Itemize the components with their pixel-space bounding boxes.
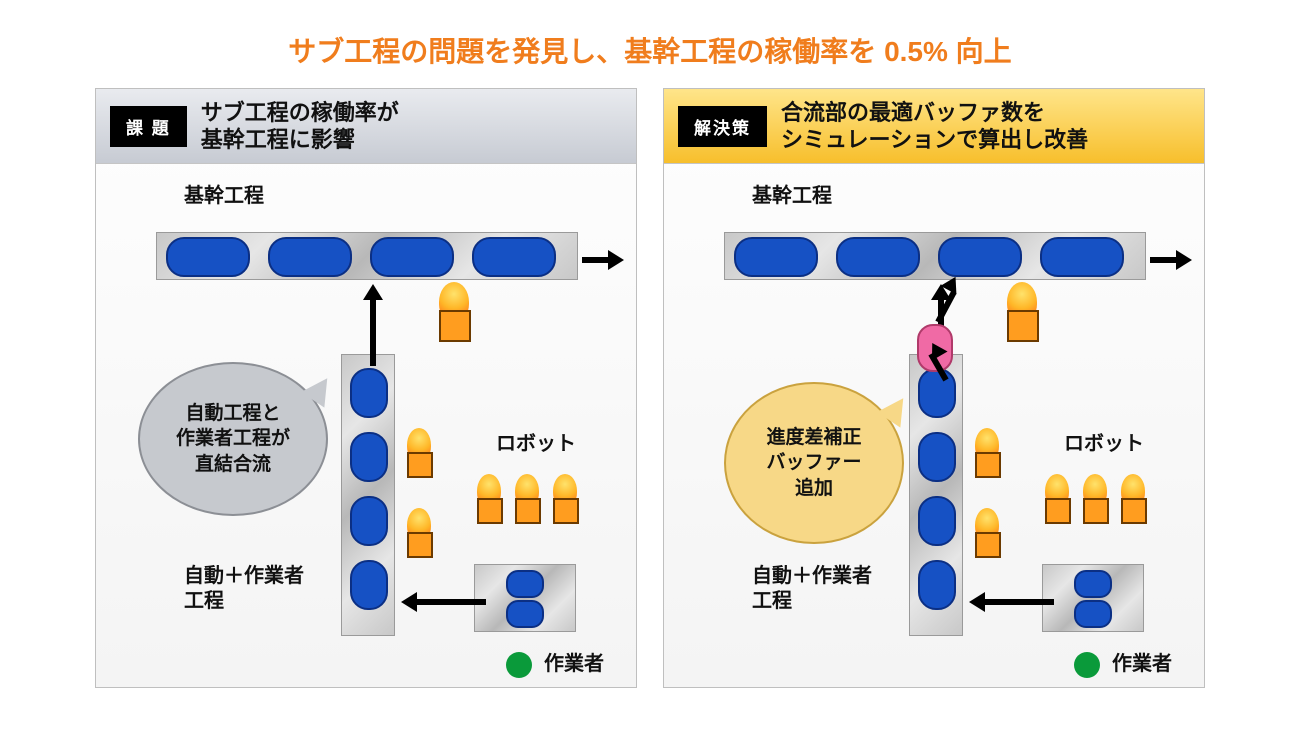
diagram-solution: 基幹工程ロボット自動＋作業者 工程作業者 進度差補正 バッファー 追加 bbox=[664, 164, 1204, 690]
arrow-icon bbox=[969, 592, 1054, 612]
process-pill bbox=[370, 237, 454, 277]
process-pill bbox=[350, 560, 388, 610]
robot-icon bbox=[404, 516, 434, 558]
process-pill bbox=[472, 237, 556, 277]
callout-solution: 進度差補正 バッファー 追加 bbox=[724, 382, 904, 544]
arrow-icon bbox=[401, 592, 486, 612]
robot-icon bbox=[512, 482, 542, 524]
process-pill bbox=[506, 570, 544, 598]
diagram-label: 作業者 bbox=[544, 652, 604, 677]
diagram-label: 自動＋作業者 工程 bbox=[184, 564, 304, 614]
robot-icon bbox=[972, 436, 1002, 478]
process-pill bbox=[1074, 570, 1112, 598]
panel-solution: 解決策 合流部の最適バッファ数を シミュレーションで算出し改善 基幹工程ロボット… bbox=[663, 88, 1205, 688]
process-pill bbox=[938, 237, 1022, 277]
process-pill bbox=[268, 237, 352, 277]
robot-icon bbox=[1080, 482, 1110, 524]
page-title: サブ工程の問題を発見し、基幹工程の稼働率を 0.5% 向上 bbox=[80, 30, 1220, 70]
robot-icon bbox=[436, 292, 472, 342]
process-pill bbox=[918, 496, 956, 546]
process-pill bbox=[506, 600, 544, 628]
arrow-icon bbox=[582, 250, 624, 270]
diagram-label: 作業者 bbox=[1112, 652, 1172, 677]
callout-problem: 自動工程と 作業者工程が 直結合流 bbox=[138, 362, 328, 516]
process-pill bbox=[918, 560, 956, 610]
worker-icon bbox=[506, 652, 532, 678]
process-pill bbox=[1040, 237, 1124, 277]
diagram-label: 自動＋作業者 工程 bbox=[752, 564, 872, 614]
process-pill bbox=[836, 237, 920, 277]
panel-solution-headline: 合流部の最適バッファ数を シミュレーションで算出し改善 bbox=[781, 99, 1088, 154]
badge-problem: 課 題 bbox=[110, 106, 187, 147]
process-pill bbox=[918, 368, 956, 418]
diagram-label: ロボット bbox=[496, 432, 576, 457]
robot-icon bbox=[1004, 292, 1040, 342]
robot-icon bbox=[972, 516, 1002, 558]
arrow-icon bbox=[363, 284, 383, 366]
panel-problem: 課 題 サブ工程の稼働率が 基幹工程に影響 基幹工程ロボット自動＋作業者 工程作… bbox=[95, 88, 637, 688]
process-pill bbox=[166, 237, 250, 277]
process-pill bbox=[734, 237, 818, 277]
process-pill bbox=[350, 368, 388, 418]
process-pill bbox=[350, 496, 388, 546]
diagram-label: 基幹工程 bbox=[752, 184, 832, 209]
arrow-icon bbox=[1150, 250, 1192, 270]
panel-solution-header: 解決策 合流部の最適バッファ数を シミュレーションで算出し改善 bbox=[664, 89, 1204, 164]
process-pill bbox=[1074, 600, 1112, 628]
process-pill bbox=[350, 432, 388, 482]
robot-icon bbox=[404, 436, 434, 478]
robot-icon bbox=[550, 482, 580, 524]
process-pill bbox=[918, 432, 956, 482]
diagram-problem: 基幹工程ロボット自動＋作業者 工程作業者 自動工程と 作業者工程が 直結合流 bbox=[96, 164, 636, 690]
robot-icon bbox=[1118, 482, 1148, 524]
diagram-label: 基幹工程 bbox=[184, 184, 264, 209]
panel-problem-header: 課 題 サブ工程の稼働率が 基幹工程に影響 bbox=[96, 89, 636, 164]
badge-solution: 解決策 bbox=[678, 106, 767, 147]
worker-icon bbox=[1074, 652, 1100, 678]
panel-problem-headline: サブ工程の稼働率が 基幹工程に影響 bbox=[201, 99, 399, 154]
diagram-label: ロボット bbox=[1064, 432, 1144, 457]
panels-row: 課 題 サブ工程の稼働率が 基幹工程に影響 基幹工程ロボット自動＋作業者 工程作… bbox=[80, 88, 1220, 688]
robot-icon bbox=[474, 482, 504, 524]
robot-icon bbox=[1042, 482, 1072, 524]
